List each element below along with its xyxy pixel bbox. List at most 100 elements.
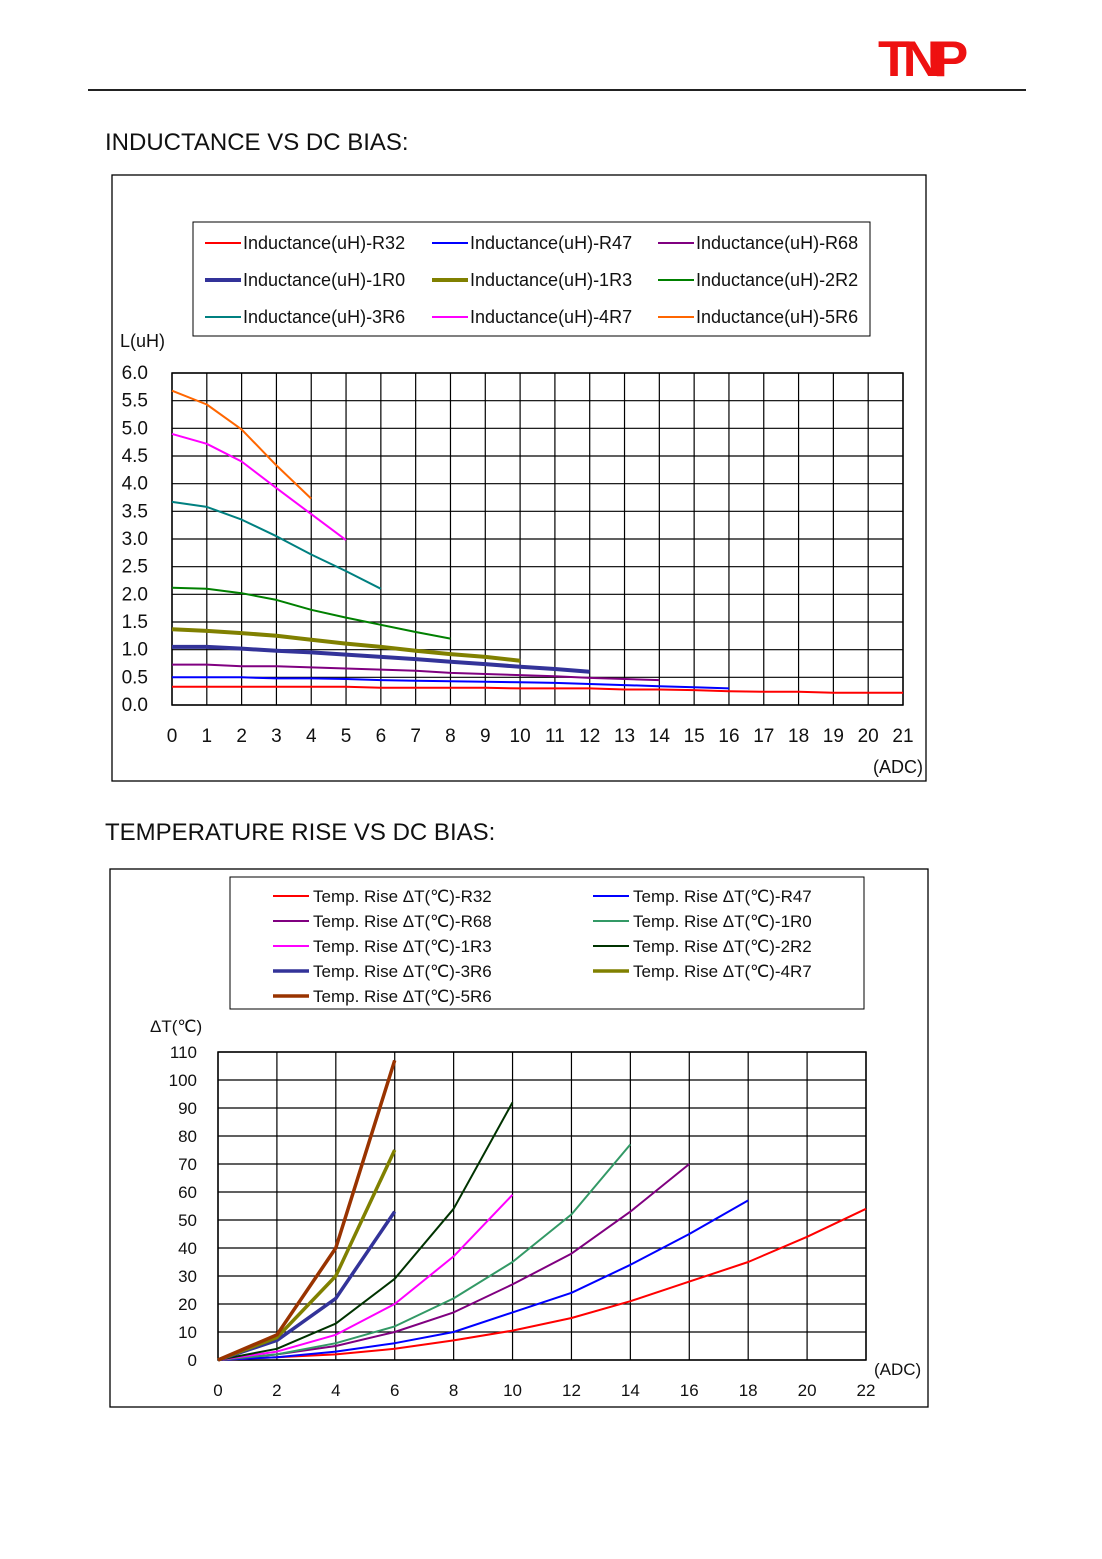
x-axis-label: (ADC): [873, 757, 923, 777]
temperature-section-title: TEMPERATURE RISE VS DC BIAS:: [105, 819, 496, 846]
y-tick-label: 4.5: [122, 446, 148, 467]
y-tick-label: 80: [178, 1127, 197, 1146]
x-tick-label: 14: [649, 726, 671, 747]
x-tick-label: 20: [798, 1381, 817, 1400]
legend-label: Temp. Rise ΔT(℃)-R68: [313, 912, 492, 931]
x-tick-label: 19: [823, 726, 844, 747]
x-tick-label: 9: [480, 726, 491, 747]
series-line-r47: [217, 1199, 749, 1361]
series-line-1r3: [217, 1194, 514, 1361]
y-tick-label: 70: [178, 1155, 197, 1174]
x-tick-label: 4: [306, 726, 317, 747]
y-tick-label: 3.0: [122, 529, 148, 550]
x-tick-label: 16: [680, 1381, 699, 1400]
y-axis-label: ΔT(℃): [150, 1017, 202, 1036]
legend-label: Temp. Rise ΔT(℃)-R47: [633, 887, 812, 906]
series-line-2r2: [217, 1101, 514, 1361]
y-tick-label: 60: [178, 1183, 197, 1202]
x-tick-label: 2: [236, 726, 247, 747]
x-tick-label: 11: [545, 726, 565, 747]
y-tick-label: 6.0: [122, 363, 148, 384]
legend-label: Temp. Rise ΔT(℃)-R32: [313, 887, 492, 906]
series-line-2r2: [171, 586, 451, 640]
x-tick-label: 13: [614, 726, 635, 747]
series-line-3r6: [171, 500, 382, 590]
y-tick-label: 90: [178, 1099, 197, 1118]
legend-label: Inductance(uH)-R47: [470, 233, 632, 253]
y-tick-label: 5.5: [122, 391, 148, 412]
x-tick-label: 5: [341, 726, 352, 747]
legend-label: Inductance(uH)-1R3: [470, 270, 632, 290]
y-tick-label: 40: [178, 1239, 197, 1258]
chart-frame: [111, 174, 927, 782]
x-tick-label: 14: [621, 1381, 640, 1400]
legend-label: Temp. Rise ΔT(℃)-3R6: [313, 962, 492, 981]
series-line-r32: [217, 1207, 867, 1361]
x-axis-label: (ADC): [874, 1360, 921, 1379]
y-tick-label: 1.5: [122, 612, 148, 633]
x-tick-label: 20: [858, 726, 879, 747]
chart-frame: [109, 868, 929, 1408]
x-tick-label: 6: [376, 726, 387, 747]
x-tick-label: 1: [202, 726, 213, 747]
y-tick-label: 4.0: [122, 474, 148, 495]
x-tick-label: 16: [718, 726, 739, 747]
legend-label: Temp. Rise ΔT(℃)-1R3: [313, 937, 492, 956]
logo-text: TNP: [878, 31, 968, 87]
y-tick-label: 20: [178, 1295, 197, 1314]
legend-label: Temp. Rise ΔT(℃)-1R0: [633, 912, 812, 931]
x-tick-label: 6: [390, 1381, 399, 1400]
y-tick-label: 0.0: [122, 695, 148, 716]
tnp-logo: TNP: [878, 31, 968, 87]
x-tick-label: 7: [410, 726, 421, 747]
inductance-section-title: INDUCTANCE VS DC BIAS:: [105, 129, 409, 156]
y-tick-label: 0: [188, 1351, 197, 1370]
x-tick-label: 3: [271, 726, 282, 747]
legend-label: Temp. Rise ΔT(℃)-4R7: [633, 962, 812, 981]
legend-label: Inductance(uH)-5R6: [696, 307, 858, 327]
legend-label: Inductance(uH)-R32: [243, 233, 405, 253]
y-tick-label: 10: [178, 1323, 197, 1342]
series-line-r68: [172, 663, 660, 682]
series-line-4r7: [171, 432, 347, 541]
y-tick-label: 1.0: [122, 640, 148, 661]
y-tick-label: 2.0: [122, 584, 148, 605]
x-tick-label: 4: [331, 1381, 340, 1400]
x-tick-label: 0: [213, 1381, 222, 1400]
x-tick-label: 8: [445, 726, 456, 747]
header-divider: [88, 89, 1026, 91]
y-tick-label: 30: [178, 1267, 197, 1286]
y-tick-label: 2.5: [122, 557, 148, 578]
x-tick-label: 0: [167, 726, 178, 747]
x-tick-label: 8: [449, 1381, 458, 1400]
series-line-5r6: [217, 1059, 397, 1362]
y-axis-label: L(uH): [120, 331, 165, 351]
legend-label: Inductance(uH)-4R7: [470, 307, 632, 327]
legend-label: Inductance(uH)-3R6: [243, 307, 405, 327]
series-line-1r0: [172, 644, 590, 674]
x-tick-label: 10: [503, 1381, 522, 1400]
x-tick-label: 17: [753, 726, 774, 747]
plot-area: [217, 1051, 867, 1361]
x-tick-label: 12: [562, 1381, 581, 1400]
legend-label: Inductance(uH)-2R2: [696, 270, 858, 290]
x-tick-label: 21: [892, 726, 913, 747]
x-tick-label: 18: [788, 726, 809, 747]
series-line-1r3: [171, 627, 521, 663]
series-line-r47: [172, 676, 730, 690]
legend-label: Inductance(uH)-1R0: [243, 270, 405, 290]
y-tick-label: 0.5: [122, 667, 148, 688]
x-tick-label: 15: [684, 726, 705, 747]
y-tick-label: 100: [169, 1071, 197, 1090]
x-tick-label: 22: [857, 1381, 876, 1400]
x-tick-label: 12: [579, 726, 600, 747]
legend-box: [229, 876, 865, 1010]
series-line-5r6: [171, 389, 312, 500]
x-tick-label: 2: [272, 1381, 281, 1400]
legend-box: [192, 221, 871, 337]
x-tick-label: 10: [510, 726, 531, 747]
legend-label: Temp. Rise ΔT(℃)-2R2: [633, 937, 812, 956]
y-tick-label: 110: [170, 1043, 197, 1062]
x-tick-label: 18: [739, 1381, 758, 1400]
